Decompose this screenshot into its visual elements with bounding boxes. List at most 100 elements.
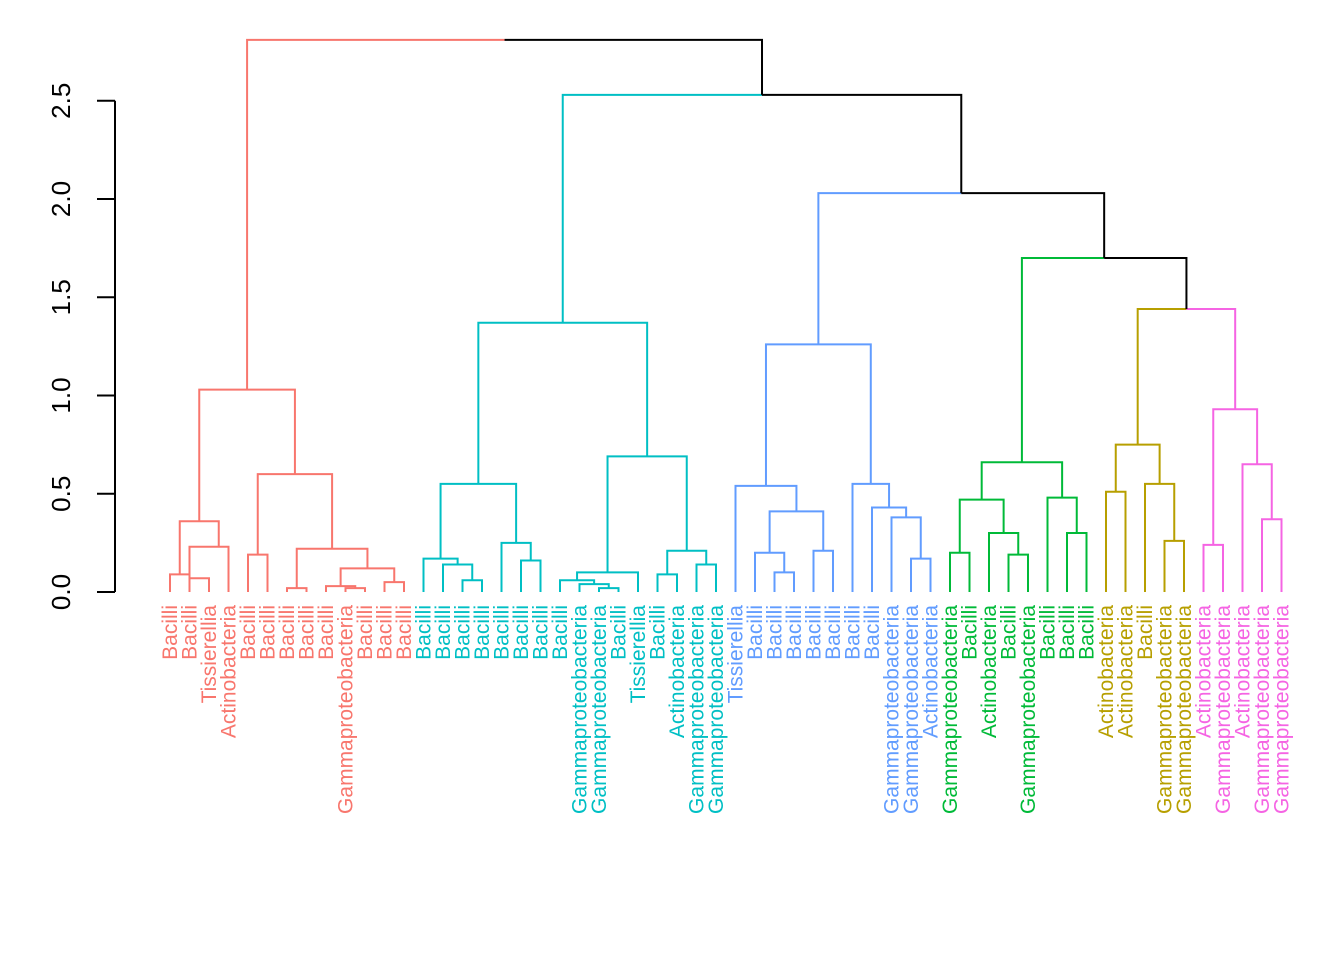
leaf-label: Gammaproteobacteria [335, 605, 358, 814]
dendrogram-branch [1241, 463, 1273, 592]
leaf-label: Bacilli [237, 605, 260, 660]
y-tick-label: 2.0 [46, 181, 76, 217]
dendrogram-branch [773, 571, 795, 592]
dendrogram-branch [344, 587, 366, 592]
leaf-label: Actinobacteria [218, 605, 241, 738]
leaf-label: Gammaproteobacteria [881, 605, 904, 814]
leaf-label: Bacilli [510, 605, 533, 660]
leaf-label: Actinobacteria [1115, 605, 1138, 738]
leaf-label: Actinobacteria [978, 605, 1001, 738]
dendrogram-branch [871, 506, 908, 592]
leaf-label: Gammaproteobacteria [686, 605, 709, 814]
dendrogram-branch [1020, 256, 1105, 463]
leaf-label: Bacilli [413, 605, 436, 660]
dendrogram-branch [1144, 482, 1176, 592]
dendrogram-branch [762, 93, 963, 194]
leaf-label: Bacilli [374, 605, 397, 660]
leaf-label: Bacilli [354, 605, 377, 660]
leaf-label: Bacilli [315, 605, 338, 660]
dendrogram-branch [477, 321, 649, 484]
leaf-label: Gammaproteobacteria [939, 605, 962, 814]
y-tick-label: 0.5 [46, 476, 76, 512]
dendrogram-branch [910, 557, 932, 592]
dendrogram-branch [606, 455, 688, 573]
dendrogram-branch [734, 484, 798, 592]
dendrogram-branch [890, 516, 922, 592]
dendrogram-branch [949, 551, 971, 592]
dendrogram-branches [169, 38, 1283, 592]
leaf-label: Tissierellia [198, 605, 221, 704]
dendrogram-branch [500, 541, 532, 592]
dendrogram-branch [695, 563, 717, 592]
dendrogram-branch [256, 473, 334, 555]
leaf-label: Bacilli [1134, 605, 1157, 660]
leaf-label: Actinobacteria [1095, 605, 1118, 738]
leaf-label: Bacilli [744, 605, 767, 660]
y-axis: 0.0 0.5 1.0 1.5 2.0 2.5 [46, 83, 116, 610]
leaf-label: Bacilli [647, 605, 670, 660]
dendrogram-branch [817, 192, 962, 345]
leaf-label: Bacilli [1076, 605, 1099, 660]
dendrogram-branch [247, 553, 269, 592]
leaf-label: Gammaproteobacteria [1251, 605, 1274, 814]
dendrogram-branch [666, 549, 708, 575]
leaf-label: Bacilli [764, 605, 787, 660]
leaf-label: Bacilli [842, 605, 865, 660]
leaf-label: Bacilli [549, 605, 572, 660]
leaf-label: Gammaproteobacteria [569, 605, 592, 814]
dendrogram-branch [461, 579, 483, 592]
dendrogram-branch [339, 567, 396, 587]
dendrogram-branch [1163, 539, 1185, 592]
dendrogram-branch [520, 559, 542, 592]
leaf-label: Gammaproteobacteria [1212, 605, 1235, 814]
y-tick-label: 0.0 [46, 574, 76, 610]
dendrogram-branch [812, 549, 834, 592]
dendrogram-branch [851, 482, 891, 592]
leaf-label: Actinobacteria [920, 605, 943, 738]
leaf-label: Actinobacteria [1193, 605, 1216, 738]
dendrogram-branch [169, 573, 191, 592]
leaf-label: Bacilli [1037, 605, 1060, 660]
dendrogram-branch [961, 192, 1106, 258]
dendrogram-branch [764, 343, 872, 486]
leaf-label: Bacilli [530, 605, 553, 660]
dendrogram-branch [286, 587, 308, 592]
leaf-label: Bacilli [257, 605, 280, 660]
dendrogram-branch [1066, 532, 1088, 592]
dendrogram-branch [988, 532, 1020, 592]
dendrogram-branch [383, 581, 405, 592]
leaf-label: Actinobacteria [1232, 605, 1255, 738]
y-tick-label: 1.0 [46, 377, 76, 413]
dendrogram-branch [1261, 518, 1283, 592]
dendrogram-branch [188, 545, 230, 592]
leaf-label: Bacilli [452, 605, 475, 660]
leaf-label: Bacilli [608, 605, 631, 660]
leaf-label: Bacilli [491, 605, 514, 660]
leaf-label: Bacilli [959, 605, 982, 660]
dendrogram-branch [246, 38, 505, 390]
y-tick-label: 1.5 [46, 279, 76, 315]
dendrogram-branch [1212, 408, 1259, 545]
leaf-label: Gammaproteobacteria [588, 605, 611, 814]
leaf-label: Bacilli [276, 605, 299, 660]
leaf-label: Gammaproteobacteria [1271, 605, 1294, 814]
leaf-label: Bacilli [159, 605, 182, 660]
dendrogram-branch [559, 579, 596, 592]
dendrogram-branch [980, 461, 1064, 500]
dendrogram-branch [1104, 256, 1188, 310]
y-tick-label: 2.5 [46, 83, 76, 119]
dendrogram-branch [1202, 543, 1224, 592]
dendrogram-branch [504, 38, 764, 95]
leaf-label: Actinobacteria [666, 605, 689, 738]
dendrogram-branch [439, 482, 518, 559]
dendrogram-branch [198, 388, 296, 522]
leaf-label: Gammaproteobacteria [900, 605, 923, 814]
dendrogram-branch [598, 587, 620, 592]
leaf-label: Tissierellia [627, 605, 650, 704]
leaf-label: Bacilli [432, 605, 455, 660]
leaf-label: Bacilli [179, 605, 202, 660]
leaf-label: Bacilli [822, 605, 845, 660]
dendrogram-branch [188, 574, 210, 592]
leaf-label: Gammaproteobacteria [1173, 605, 1196, 814]
